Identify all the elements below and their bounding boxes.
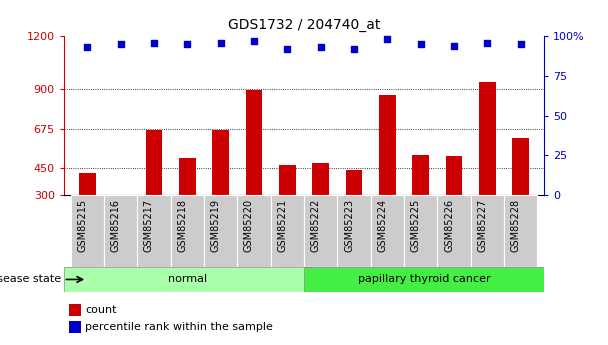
Point xyxy=(149,40,159,45)
Bar xyxy=(304,267,544,292)
Text: percentile rank within the sample: percentile rank within the sample xyxy=(86,322,274,332)
Text: GSM85218: GSM85218 xyxy=(178,199,187,252)
Bar xyxy=(304,195,337,267)
Point xyxy=(283,46,292,52)
Text: GSM85223: GSM85223 xyxy=(344,199,354,252)
Bar xyxy=(79,173,95,195)
Text: GSM85220: GSM85220 xyxy=(244,199,254,252)
Bar xyxy=(237,195,271,267)
Point xyxy=(316,45,325,50)
Text: GSM85224: GSM85224 xyxy=(378,199,387,252)
Bar xyxy=(171,195,204,267)
Bar xyxy=(104,195,137,267)
Point xyxy=(382,37,392,42)
Text: GSM85227: GSM85227 xyxy=(477,199,488,252)
Point xyxy=(449,43,459,49)
Point xyxy=(416,41,426,47)
Text: disease state: disease state xyxy=(0,275,61,284)
Bar xyxy=(513,138,529,195)
Title: GDS1732 / 204740_at: GDS1732 / 204740_at xyxy=(228,18,380,32)
Bar xyxy=(479,82,496,195)
Text: GSM85225: GSM85225 xyxy=(411,199,421,252)
Bar xyxy=(145,130,162,195)
Bar xyxy=(69,321,81,333)
Point xyxy=(82,45,92,50)
Bar xyxy=(346,170,362,195)
Bar xyxy=(412,155,429,195)
Bar xyxy=(212,130,229,195)
Text: GSM85215: GSM85215 xyxy=(77,199,87,252)
Bar xyxy=(371,195,404,267)
Point xyxy=(216,40,226,45)
Bar xyxy=(313,163,329,195)
Bar xyxy=(179,158,196,195)
Point xyxy=(116,41,125,47)
Point xyxy=(182,41,192,47)
Bar xyxy=(71,195,104,267)
Text: normal: normal xyxy=(168,275,207,284)
Bar xyxy=(404,195,437,267)
Text: GSM85228: GSM85228 xyxy=(511,199,521,252)
Text: GSM85221: GSM85221 xyxy=(277,199,288,252)
Bar xyxy=(471,195,504,267)
Bar xyxy=(64,267,311,292)
Bar xyxy=(279,165,295,195)
Point xyxy=(483,40,492,45)
Point xyxy=(516,41,526,47)
Bar xyxy=(271,195,304,267)
Bar xyxy=(379,95,396,195)
Bar xyxy=(204,195,237,267)
Text: GSM85226: GSM85226 xyxy=(444,199,454,252)
Text: GSM85222: GSM85222 xyxy=(311,199,320,252)
Bar xyxy=(246,90,262,195)
Bar xyxy=(137,195,171,267)
Bar xyxy=(446,156,463,195)
Bar xyxy=(337,195,371,267)
Text: GSM85216: GSM85216 xyxy=(111,199,120,252)
Point xyxy=(349,46,359,52)
Bar xyxy=(437,195,471,267)
Text: count: count xyxy=(86,305,117,315)
Text: papillary thyroid cancer: papillary thyroid cancer xyxy=(358,275,491,284)
Text: GSM85219: GSM85219 xyxy=(210,199,221,252)
Text: GSM85217: GSM85217 xyxy=(144,199,154,252)
Point xyxy=(249,38,259,44)
Bar xyxy=(69,304,81,316)
Bar xyxy=(504,195,537,267)
